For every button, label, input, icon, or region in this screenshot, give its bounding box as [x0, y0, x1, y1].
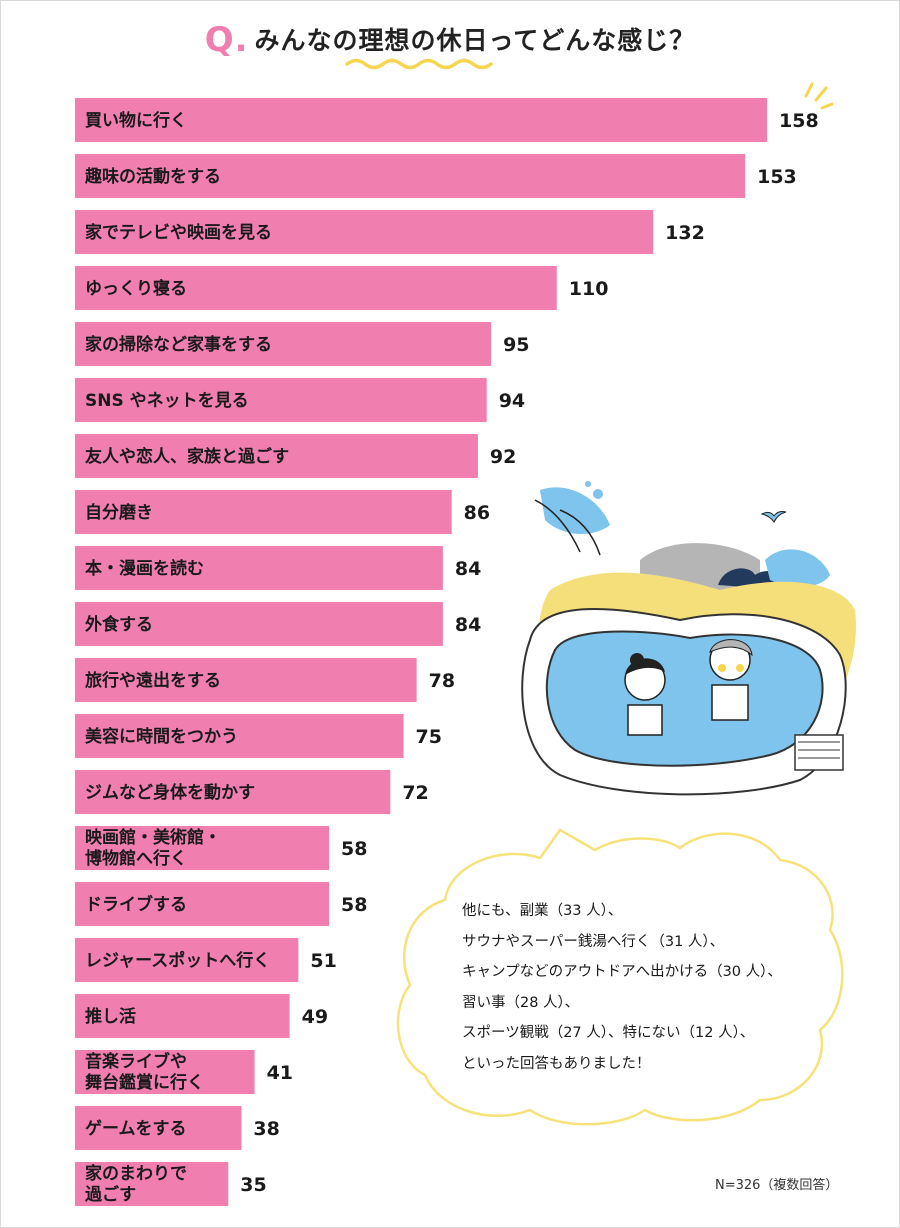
other-answers-text: 他にも、副業（33 人）、 サウナやスーパー銭湯へ行く（31 人）、 キャンプな… — [462, 896, 862, 1079]
bar — [75, 98, 767, 142]
bar-value-label: 94 — [499, 390, 525, 412]
bar-value-label: 78 — [429, 670, 455, 692]
bar-label: ジムなど身体を動かす — [85, 782, 255, 803]
person-icon — [624, 653, 666, 736]
bar-label: 過ごす — [85, 1184, 136, 1205]
bar-label: 博物館へ行く — [85, 848, 187, 869]
bar — [75, 882, 330, 926]
bar — [75, 1050, 255, 1094]
sample-size-note: N=326（複数回答） — [715, 1178, 839, 1193]
person-icon — [709, 639, 753, 721]
bar — [75, 154, 746, 198]
bar — [75, 826, 330, 870]
bar-label: 旅行や遠出をする — [85, 670, 221, 691]
bar-label: 美容に時間をつかう — [85, 726, 238, 747]
bird-icon — [760, 511, 787, 523]
bar — [75, 210, 654, 254]
bar — [75, 658, 417, 702]
other-answer-line: キャンプなどのアウトドアへ出かける（30 人）、 — [462, 964, 782, 980]
bar-label: 推し活 — [85, 1006, 136, 1027]
bar-value-label: 153 — [757, 166, 797, 188]
bar-value-label: 75 — [415, 726, 441, 748]
bar — [75, 1162, 229, 1206]
burst-lines-icon — [804, 82, 834, 110]
hot-spring-illustration — [521, 481, 856, 796]
bar-value-label: 84 — [455, 614, 481, 636]
bar — [75, 490, 452, 534]
bar-value-label: 158 — [779, 110, 819, 132]
bar — [75, 1106, 242, 1150]
bar-label: 舞台鑑賞に行く — [85, 1072, 204, 1093]
bar-value-label: 49 — [302, 1006, 328, 1028]
bar-label: ゲームをする — [85, 1118, 187, 1139]
bar-label: ドライブする — [85, 894, 187, 915]
bar — [75, 546, 443, 590]
bar-value-label: 58 — [341, 894, 367, 916]
bar-label: 自分磨き — [85, 502, 153, 523]
speech-bubble — [396, 828, 844, 1126]
bar — [75, 938, 299, 982]
bar-label: 家の掃除など家事をする — [85, 334, 272, 355]
bar-value-label: 110 — [569, 278, 609, 300]
bar-label: 外食する — [85, 614, 153, 635]
bar-label: レジャースポットへ行く — [85, 950, 270, 971]
bar-label: 買い物に行く — [85, 110, 187, 131]
bar-value-label: 41 — [267, 1062, 293, 1084]
bar-label: 趣味の活動をする — [84, 166, 221, 187]
page-title: Q. みんなの理想の休日ってどんな感じ？ — [0, 20, 900, 60]
bar — [75, 434, 478, 478]
bar-value-label: 51 — [310, 950, 336, 972]
title-underline-wave — [345, 58, 493, 70]
leaves-icon — [534, 481, 610, 556]
bar-value-label: 92 — [490, 446, 516, 468]
other-answer-line: 習い事（28 人）、 — [462, 994, 580, 1011]
bar-value-label: 38 — [253, 1118, 279, 1140]
bar-label: 家でテレビや映画を見る — [85, 222, 272, 243]
bar-label: 音楽ライブや — [85, 1051, 187, 1072]
bar-label: 友人や恋人、家族と過ごす — [85, 446, 289, 467]
bar-label: SNS やネットを見る — [85, 391, 249, 411]
other-answer-line: といった回答もありました！ — [462, 1055, 651, 1072]
bar — [75, 994, 290, 1038]
other-answer-line: スポーツ観戦（27 人）、特にない（12 人）、 — [462, 1025, 755, 1041]
bar — [75, 378, 487, 422]
bar — [75, 322, 492, 366]
bar-label: 本・漫画を読む — [85, 558, 204, 579]
bar-value-label: 72 — [402, 782, 428, 804]
bar-value-label: 84 — [455, 558, 481, 580]
question-mark: Q. — [204, 20, 249, 60]
bar-label: 映画館・美術館・ — [85, 827, 221, 848]
other-answer-line: サウナやスーパー銭湯へ行く（31 人）、 — [462, 933, 725, 950]
bar-value-label: 86 — [464, 502, 490, 524]
bar-label: ゆっくり寝る — [85, 278, 187, 299]
bar — [75, 714, 404, 758]
bar-value-label: 35 — [240, 1174, 266, 1196]
bar — [75, 602, 443, 646]
bar — [75, 770, 391, 814]
other-answer-line: 他にも、副業（33 人）、 — [462, 903, 623, 919]
bar-label: 家のまわりで — [85, 1163, 187, 1184]
title-text: みんなの理想の休日ってどんな感じ？ — [254, 26, 696, 55]
bar-value-label: 132 — [665, 222, 705, 244]
bar-value-label: 58 — [341, 838, 367, 860]
bar-value-label: 95 — [503, 334, 529, 356]
bar — [75, 266, 557, 310]
